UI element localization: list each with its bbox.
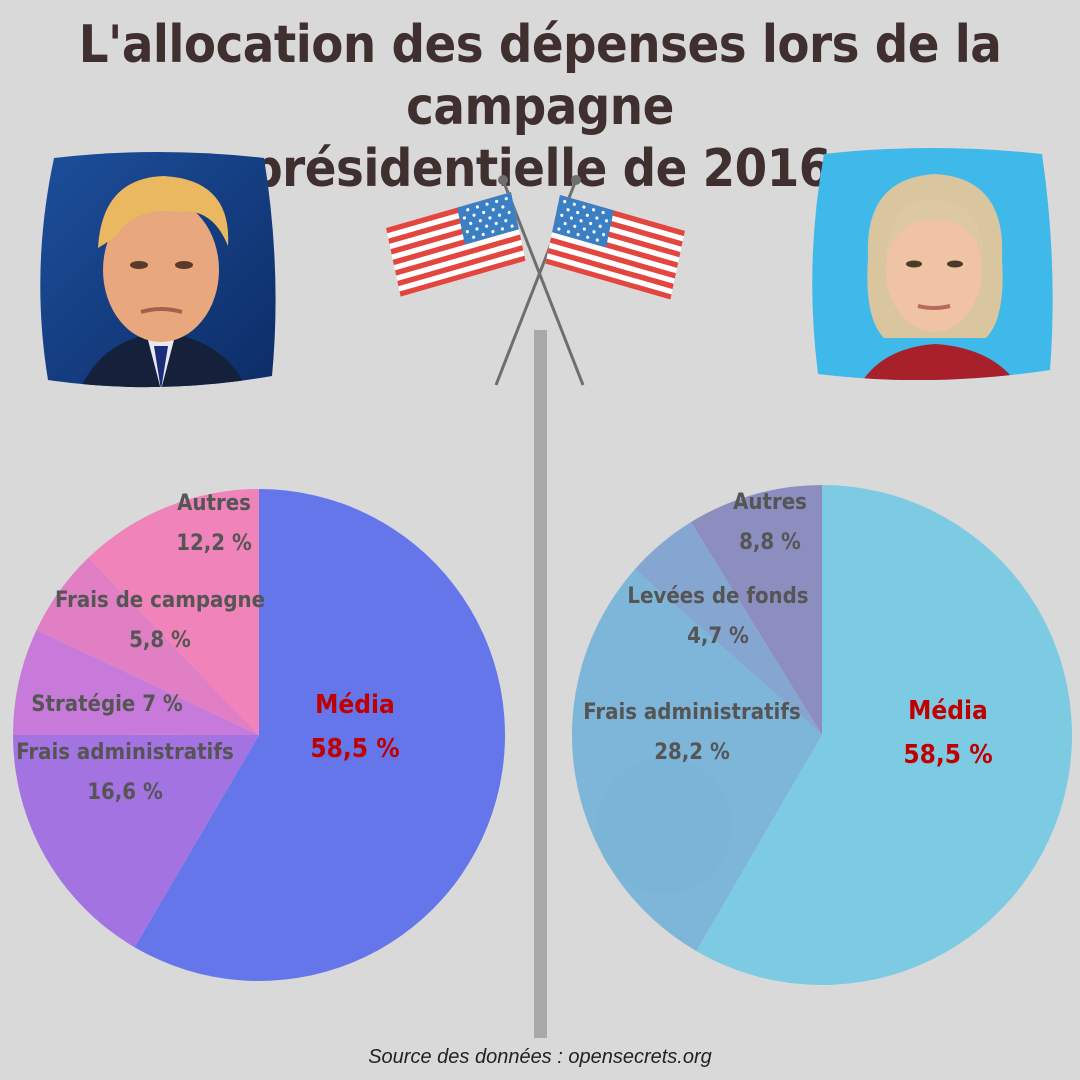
title-line-2: présidentielle de 2016 xyxy=(249,139,831,199)
pie-left-labels: Média 58,5 % Frais administratifs 16,6 % Str… xyxy=(16,491,399,805)
pie-left-slice-autres xyxy=(88,489,259,735)
pie-left-slice-frais-de-campagne xyxy=(36,557,259,735)
pie-left-value-autres: 12,2 % xyxy=(176,531,252,556)
pie-left-label-strategie: Stratégie 7 % xyxy=(31,692,183,717)
pie-left-value-frais-administratifs: 16,6 % xyxy=(87,780,163,805)
pie-right-value-levees-de-fonds: 4,7 % xyxy=(687,624,749,649)
pie-left-slice-strategie xyxy=(13,630,259,735)
pie-left-label-frais-de-campagne: Frais de campagne xyxy=(55,588,265,613)
pie-left-value-media: 58,5 % xyxy=(310,734,399,764)
pie-right-label-autres: Autres xyxy=(733,490,807,515)
center-divider xyxy=(534,330,547,1038)
pie-right-label-levees-de-fonds: Levées de fonds xyxy=(627,584,808,609)
pie-left-slice-media xyxy=(134,489,505,981)
pie-left-slice-frais-administratifs xyxy=(12,734,259,948)
pie-right-value-autres: 8,8 % xyxy=(739,530,801,555)
pie-left-label-media: Média xyxy=(315,690,395,720)
pie-left-label-autres: Autres xyxy=(177,491,251,516)
pie-right-label-media: Média xyxy=(908,696,988,726)
pie-right-value-frais-administratifs: 28,2 % xyxy=(654,740,730,765)
pie-left-label-frais-administratifs: Frais administratifs xyxy=(16,740,233,765)
pie-right-value-media: 58,5 % xyxy=(903,740,992,770)
clinton-portrait-image xyxy=(812,148,1053,380)
pie-chart-left xyxy=(12,489,505,981)
trump-portrait-image xyxy=(40,152,276,388)
pie-left-value-frais-de-campagne: 5,8 % xyxy=(129,628,191,653)
data-source-note: Source des données : opensecrets.org xyxy=(368,1046,712,1068)
pie-right-labels: Média 58,5 % Frais administratifs 28,2 % Lev… xyxy=(583,490,992,770)
title-line-1: L'allocation des dépenses lors de la cam… xyxy=(78,15,1002,137)
chart-title: L'allocation des dépenses lors de la cam… xyxy=(0,14,1080,200)
pie-right-slice-autres xyxy=(690,485,822,735)
pie-right-slice-levees-de-fonds xyxy=(634,522,822,735)
crossed-flags-icon xyxy=(386,175,685,386)
pie-chart-right xyxy=(572,485,1072,985)
pie-right-slice-media xyxy=(696,485,1072,985)
pie-right-label-frais-administratifs: Frais administratifs xyxy=(583,700,800,725)
decorative-highlight xyxy=(596,758,732,894)
